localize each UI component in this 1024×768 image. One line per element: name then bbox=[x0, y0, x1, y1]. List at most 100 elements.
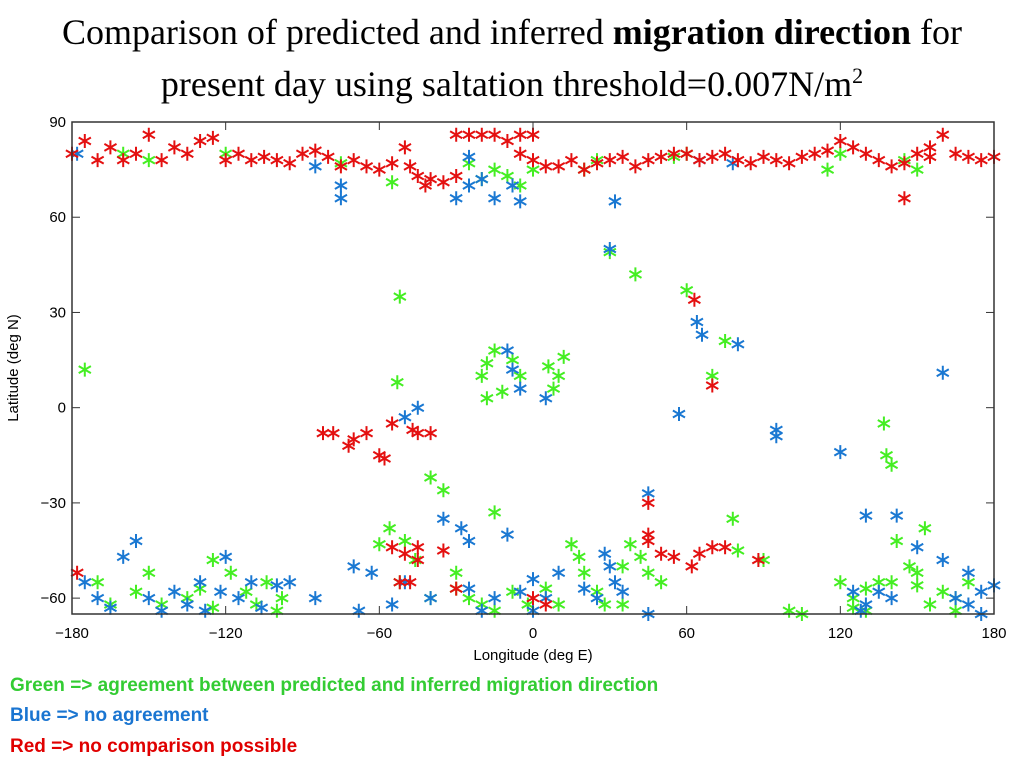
data-point-blue bbox=[936, 553, 950, 567]
data-point-red bbox=[820, 143, 835, 158]
data-point-blue bbox=[616, 584, 630, 599]
data-point-green bbox=[521, 597, 535, 612]
data-point-green bbox=[487, 603, 502, 618]
data-point-red bbox=[206, 130, 220, 145]
data-point-red bbox=[654, 149, 668, 164]
data-point-red bbox=[403, 575, 417, 590]
x-axis-label: Longitude (deg E) bbox=[473, 647, 592, 664]
data-point-green bbox=[884, 457, 899, 472]
data-point-green bbox=[902, 559, 917, 574]
data-point-red bbox=[295, 146, 310, 161]
data-point-blue bbox=[487, 191, 502, 206]
data-point-green bbox=[372, 537, 386, 552]
legend-green: Green => agreement between predicted and… bbox=[10, 675, 659, 696]
y-tick-label: 60 bbox=[49, 209, 66, 226]
data-point-green bbox=[423, 470, 438, 485]
data-point-blue bbox=[672, 407, 686, 421]
data-point-blue bbox=[70, 146, 84, 161]
data-point-blue bbox=[731, 337, 745, 352]
data-point-green bbox=[616, 559, 630, 574]
data-point-red bbox=[603, 153, 617, 168]
data-point-red bbox=[513, 146, 527, 161]
data-point-green bbox=[731, 543, 745, 558]
data-point-green bbox=[577, 565, 591, 580]
data-point-red bbox=[393, 575, 407, 590]
data-point-blue bbox=[103, 600, 118, 615]
data-point-blue bbox=[577, 581, 591, 596]
data-point-blue bbox=[231, 591, 246, 606]
data-point-red bbox=[411, 540, 425, 555]
data-point-red bbox=[423, 172, 438, 187]
title-text-line2: present day using saltation threshold=0.… bbox=[160, 64, 853, 104]
data-point-red bbox=[539, 159, 553, 174]
data-point-red bbox=[751, 553, 765, 567]
data-point-red bbox=[347, 432, 361, 447]
y-tick-label: −30 bbox=[41, 495, 66, 512]
data-point-red bbox=[705, 149, 719, 164]
data-point-green bbox=[398, 534, 412, 548]
data-point-red bbox=[398, 140, 412, 155]
data-point-green bbox=[385, 175, 399, 190]
data-point-green bbox=[890, 534, 904, 548]
data-point-green bbox=[718, 334, 732, 348]
data-point-red bbox=[231, 146, 246, 161]
data-point-red bbox=[308, 143, 322, 158]
y-tick-label: 30 bbox=[49, 304, 66, 321]
data-point-blue bbox=[769, 429, 783, 444]
data-point-red bbox=[687, 292, 701, 307]
data-point-blue bbox=[78, 575, 92, 590]
x-tick-label: 0 bbox=[529, 625, 537, 642]
data-point-red bbox=[590, 156, 604, 171]
data-point-blue bbox=[500, 343, 514, 358]
data-point-red bbox=[193, 134, 207, 148]
data-point-red bbox=[129, 146, 143, 161]
data-point-red bbox=[321, 149, 335, 164]
data-point-green bbox=[680, 283, 694, 298]
data-point-blue bbox=[462, 534, 476, 548]
series-blue bbox=[70, 146, 1001, 621]
data-point-blue bbox=[936, 365, 950, 380]
data-point-red bbox=[685, 559, 699, 574]
data-point-blue bbox=[859, 597, 873, 612]
data-point-green bbox=[623, 537, 637, 552]
data-point-blue bbox=[142, 591, 156, 606]
data-point-green bbox=[654, 575, 668, 590]
title-superscript: 2 bbox=[852, 63, 864, 88]
data-point-green bbox=[275, 591, 289, 606]
data-point-blue bbox=[398, 410, 412, 425]
data-point-red bbox=[283, 156, 297, 171]
data-point-green bbox=[859, 581, 873, 596]
data-point-red bbox=[974, 153, 988, 168]
data-point-red bbox=[628, 159, 643, 174]
data-point-blue bbox=[859, 508, 873, 523]
data-point-red bbox=[418, 178, 433, 193]
data-point-blue bbox=[254, 600, 269, 615]
x-tick-label: −60 bbox=[367, 625, 392, 642]
data-point-red bbox=[910, 146, 924, 161]
data-point-red bbox=[539, 597, 553, 612]
x-tick-label: −120 bbox=[209, 625, 243, 642]
data-point-blue bbox=[180, 597, 194, 612]
data-point-blue bbox=[910, 540, 924, 555]
data-point-red bbox=[180, 146, 194, 161]
data-point-green bbox=[495, 384, 509, 399]
data-point-red bbox=[449, 581, 463, 596]
data-point-green bbox=[487, 505, 502, 520]
data-point-green bbox=[564, 537, 579, 552]
x-tick-label: 120 bbox=[828, 625, 853, 642]
data-point-red bbox=[359, 159, 374, 174]
data-point-green bbox=[142, 153, 156, 168]
data-point-red bbox=[923, 149, 937, 164]
data-point-green bbox=[552, 597, 566, 612]
data-point-red bbox=[449, 169, 463, 183]
data-point-red bbox=[731, 153, 745, 168]
x-tick-label: −180 bbox=[55, 625, 89, 642]
data-point-blue bbox=[872, 584, 886, 599]
data-point-red bbox=[692, 153, 707, 168]
x-tick-label: 180 bbox=[981, 625, 1006, 642]
y-tick-label: −60 bbox=[41, 590, 66, 607]
data-point-blue bbox=[219, 549, 233, 564]
data-point-blue bbox=[690, 315, 704, 329]
data-point-red bbox=[436, 543, 450, 558]
y-tick-label: 90 bbox=[49, 114, 66, 131]
